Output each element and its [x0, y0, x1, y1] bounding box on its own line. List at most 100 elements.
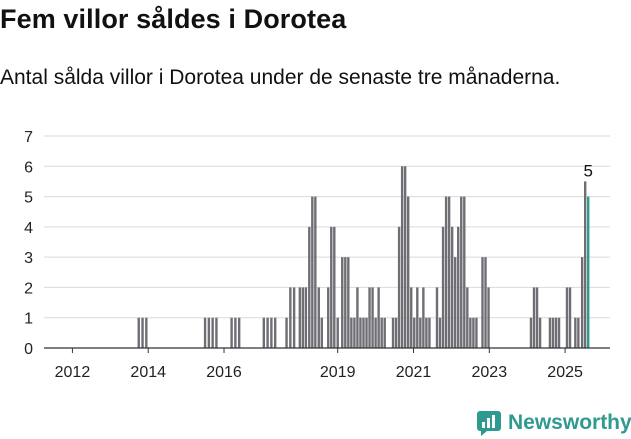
bar: [304, 287, 308, 348]
bar: [341, 257, 344, 348]
bar: [457, 226, 460, 348]
bar: [535, 287, 539, 348]
y-tick-label: 5: [24, 190, 33, 207]
bar: [554, 317, 558, 348]
x-tick-label: 2021: [396, 364, 432, 381]
bar: [237, 317, 241, 348]
bar: [289, 287, 292, 348]
bar: [320, 317, 323, 348]
bar: [574, 317, 577, 348]
y-tick-label: 6: [24, 159, 33, 176]
bar: [301, 287, 305, 348]
bar: [466, 287, 469, 348]
bar: [580, 257, 584, 348]
bar: [397, 226, 401, 348]
page-title: Fem villor såldes i Dorotea: [0, 4, 347, 34]
y-tick-label: 0: [24, 341, 33, 358]
highlight-bar: [587, 196, 590, 348]
bar: [391, 317, 395, 348]
bar: [551, 317, 555, 348]
bar: [529, 317, 533, 348]
bar: [410, 287, 413, 348]
bar: [230, 317, 233, 348]
bar: [308, 226, 311, 348]
bar: [403, 166, 407, 348]
bar: [311, 196, 314, 348]
bar: [548, 317, 552, 348]
bar: [350, 317, 353, 348]
bar: [374, 317, 377, 348]
x-tick-label: 2025: [547, 364, 583, 381]
bar: [472, 317, 475, 348]
bar: [353, 317, 356, 348]
bar: [359, 317, 362, 348]
bar: [203, 317, 207, 348]
bar: [234, 317, 237, 348]
y-tick-label: 1: [24, 311, 33, 328]
bar: [377, 287, 380, 348]
bar: [532, 287, 536, 348]
bar: [292, 287, 296, 348]
y-tick-label: 2: [24, 280, 33, 297]
bar: [568, 287, 572, 348]
bar: [365, 317, 368, 348]
bar: [425, 317, 428, 348]
bar: [460, 196, 463, 348]
bar: [583, 181, 587, 348]
bar: [394, 317, 398, 348]
bar: [557, 317, 561, 348]
bar: [487, 287, 490, 348]
x-tick-label: 2012: [55, 364, 91, 381]
bar: [137, 317, 140, 348]
bar: [422, 287, 425, 348]
bar: [371, 287, 374, 348]
bar: [380, 317, 383, 348]
bar: [298, 287, 302, 348]
bar: [362, 317, 365, 348]
bar: [368, 287, 371, 348]
bar: [270, 317, 273, 348]
bar: [435, 287, 439, 348]
bar: [450, 226, 454, 348]
bar: [314, 196, 317, 348]
x-tick-label: 2023: [472, 364, 508, 381]
bar: [538, 317, 542, 348]
bar: [262, 317, 266, 348]
bar: [400, 166, 404, 348]
bar: [266, 317, 269, 348]
bar: [565, 287, 569, 348]
bar: [273, 317, 277, 348]
x-tick-label: 2016: [206, 364, 242, 381]
bar: [481, 257, 484, 348]
bar: [330, 226, 333, 348]
y-tick-label: 7: [24, 129, 33, 146]
x-tick-label: 2014: [130, 364, 166, 381]
bar: [475, 317, 478, 348]
bar: [285, 317, 288, 348]
bar: [463, 196, 466, 348]
bar: [484, 257, 487, 348]
bar: [336, 317, 339, 348]
bar: [441, 226, 445, 348]
bar: [333, 226, 336, 348]
bar: [407, 196, 410, 348]
bar: [469, 317, 472, 348]
newsworthy-logo-icon: [477, 411, 501, 436]
bar: [453, 257, 457, 348]
bar: [419, 317, 422, 348]
bar: [444, 196, 448, 348]
y-tick-label: 3: [24, 250, 33, 267]
bar: [215, 317, 218, 348]
y-tick-label: 4: [24, 220, 33, 237]
bar: [356, 287, 359, 348]
newsworthy-brand: Newsworthy: [476, 408, 631, 438]
bar: [145, 317, 148, 348]
bar: [577, 317, 580, 348]
bar: [344, 257, 347, 348]
x-tick-label: 2019: [320, 364, 356, 381]
bar: [413, 317, 416, 348]
bar: [211, 317, 214, 348]
bar: [447, 196, 451, 348]
bar: [438, 317, 442, 348]
